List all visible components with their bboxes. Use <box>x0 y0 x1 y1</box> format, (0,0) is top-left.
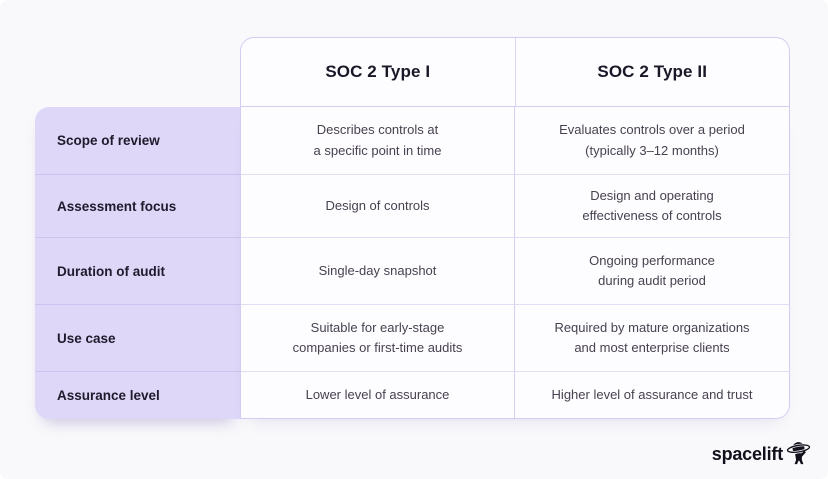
row-label-assurance-level: Assurance level <box>57 388 160 403</box>
row-label-column: Scope of review Assessment focus Duratio… <box>35 107 240 419</box>
table-header-row: SOC 2 Type I SOC 2 Type II <box>240 37 790 107</box>
cell-scope-type2: Evaluates controls over a period (typica… <box>515 107 789 175</box>
column-header-soc2-type1: SOC 2 Type I <box>241 38 516 106</box>
cell-duration-type1: Single-day snapshot <box>241 238 515 305</box>
row-label-duration-of-audit: Duration of audit <box>35 238 240 305</box>
row-label-scope-of-review: Scope of review <box>35 107 240 175</box>
cell-usecase-type2: Required by mature organizations and mos… <box>515 305 789 372</box>
column-header-soc2-type2: SOC 2 Type II <box>597 62 708 81</box>
cell-duration-type2: Ongoing performance during audit period <box>515 238 789 305</box>
cell-assurance-type2: Higher level of assurance and trust <box>551 386 753 402</box>
table-body: Describes controls at a specific point i… <box>240 107 790 419</box>
cell-focus-type1: Design of controls <box>241 175 515 238</box>
cell-assurance-type1: Lower level of assurance <box>241 372 515 418</box>
row-label-assessment-focus: Assessment focus <box>35 175 240 238</box>
row-label-use-case: Use case <box>35 305 240 372</box>
cell-scope-type1: Describes controls at a specific point i… <box>241 107 515 175</box>
spacelift-logo: spacelift <box>712 439 812 469</box>
comparison-table: SOC 2 Type I SOC 2 Type II Scope of revi… <box>35 37 790 421</box>
cell-usecase-type1: Suitable for early-stage companies or fi… <box>241 305 515 372</box>
cell-focus-type2: Design and operating effectiveness of co… <box>515 175 789 238</box>
spacelift-wordmark: spacelift <box>711 443 783 464</box>
astronaut-icon <box>786 441 811 464</box>
